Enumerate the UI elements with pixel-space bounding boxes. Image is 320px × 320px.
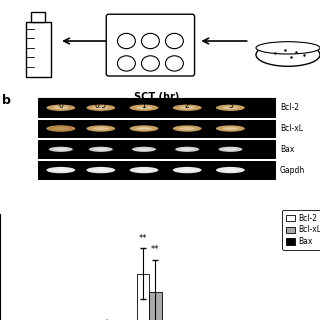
Text: **: **: [139, 234, 148, 243]
Text: 3: 3: [228, 100, 233, 109]
FancyBboxPatch shape: [26, 22, 51, 76]
Ellipse shape: [54, 148, 68, 150]
Ellipse shape: [179, 106, 195, 109]
Ellipse shape: [224, 148, 237, 150]
Ellipse shape: [130, 105, 158, 111]
Ellipse shape: [46, 105, 75, 111]
Ellipse shape: [93, 127, 109, 130]
Ellipse shape: [53, 106, 69, 109]
Bar: [137, 274, 149, 320]
Text: Gapdh: Gapdh: [280, 165, 305, 175]
Bar: [38, 99, 275, 117]
Ellipse shape: [216, 125, 245, 132]
Text: Bax: Bax: [280, 145, 294, 154]
Ellipse shape: [89, 147, 113, 152]
Bar: [38, 120, 275, 138]
Ellipse shape: [216, 105, 245, 111]
Ellipse shape: [130, 125, 158, 132]
Text: **: **: [151, 245, 160, 254]
Ellipse shape: [222, 106, 238, 109]
Text: b: b: [2, 93, 11, 107]
Bar: [38, 161, 275, 179]
Ellipse shape: [179, 127, 195, 130]
Ellipse shape: [49, 147, 73, 152]
Text: Bcl-xL: Bcl-xL: [280, 124, 303, 133]
Ellipse shape: [86, 167, 115, 173]
Text: *: *: [105, 319, 109, 320]
Ellipse shape: [173, 167, 202, 173]
FancyBboxPatch shape: [106, 14, 195, 76]
Ellipse shape: [173, 125, 202, 132]
Text: 2: 2: [185, 100, 189, 109]
Ellipse shape: [136, 106, 152, 109]
Ellipse shape: [46, 167, 75, 173]
Ellipse shape: [137, 148, 151, 150]
Legend: Bcl-2, Bcl-xL, Bax: Bcl-2, Bcl-xL, Bax: [282, 210, 320, 250]
Text: 0.5: 0.5: [95, 100, 107, 109]
Ellipse shape: [48, 126, 74, 131]
Ellipse shape: [222, 127, 238, 130]
Text: 0: 0: [58, 100, 63, 109]
Ellipse shape: [222, 169, 238, 172]
Ellipse shape: [53, 127, 69, 130]
Ellipse shape: [175, 147, 199, 152]
Text: Bcl-2: Bcl-2: [280, 103, 299, 112]
Ellipse shape: [216, 167, 245, 173]
Ellipse shape: [180, 148, 194, 150]
Ellipse shape: [53, 169, 69, 172]
FancyBboxPatch shape: [31, 12, 45, 22]
Bar: [149, 292, 162, 320]
Ellipse shape: [93, 106, 109, 109]
Ellipse shape: [86, 105, 115, 111]
Ellipse shape: [94, 148, 108, 150]
Text: 1: 1: [142, 100, 146, 109]
Ellipse shape: [256, 43, 320, 66]
Bar: [38, 140, 275, 158]
Ellipse shape: [136, 169, 152, 172]
Ellipse shape: [218, 147, 243, 152]
Ellipse shape: [46, 125, 75, 132]
Ellipse shape: [173, 105, 202, 111]
Ellipse shape: [130, 167, 158, 173]
Ellipse shape: [256, 42, 320, 54]
Ellipse shape: [136, 127, 152, 130]
Ellipse shape: [93, 169, 109, 172]
Ellipse shape: [86, 125, 115, 132]
Ellipse shape: [132, 147, 156, 152]
Text: SCT (hr): SCT (hr): [134, 92, 180, 102]
Ellipse shape: [179, 169, 195, 172]
